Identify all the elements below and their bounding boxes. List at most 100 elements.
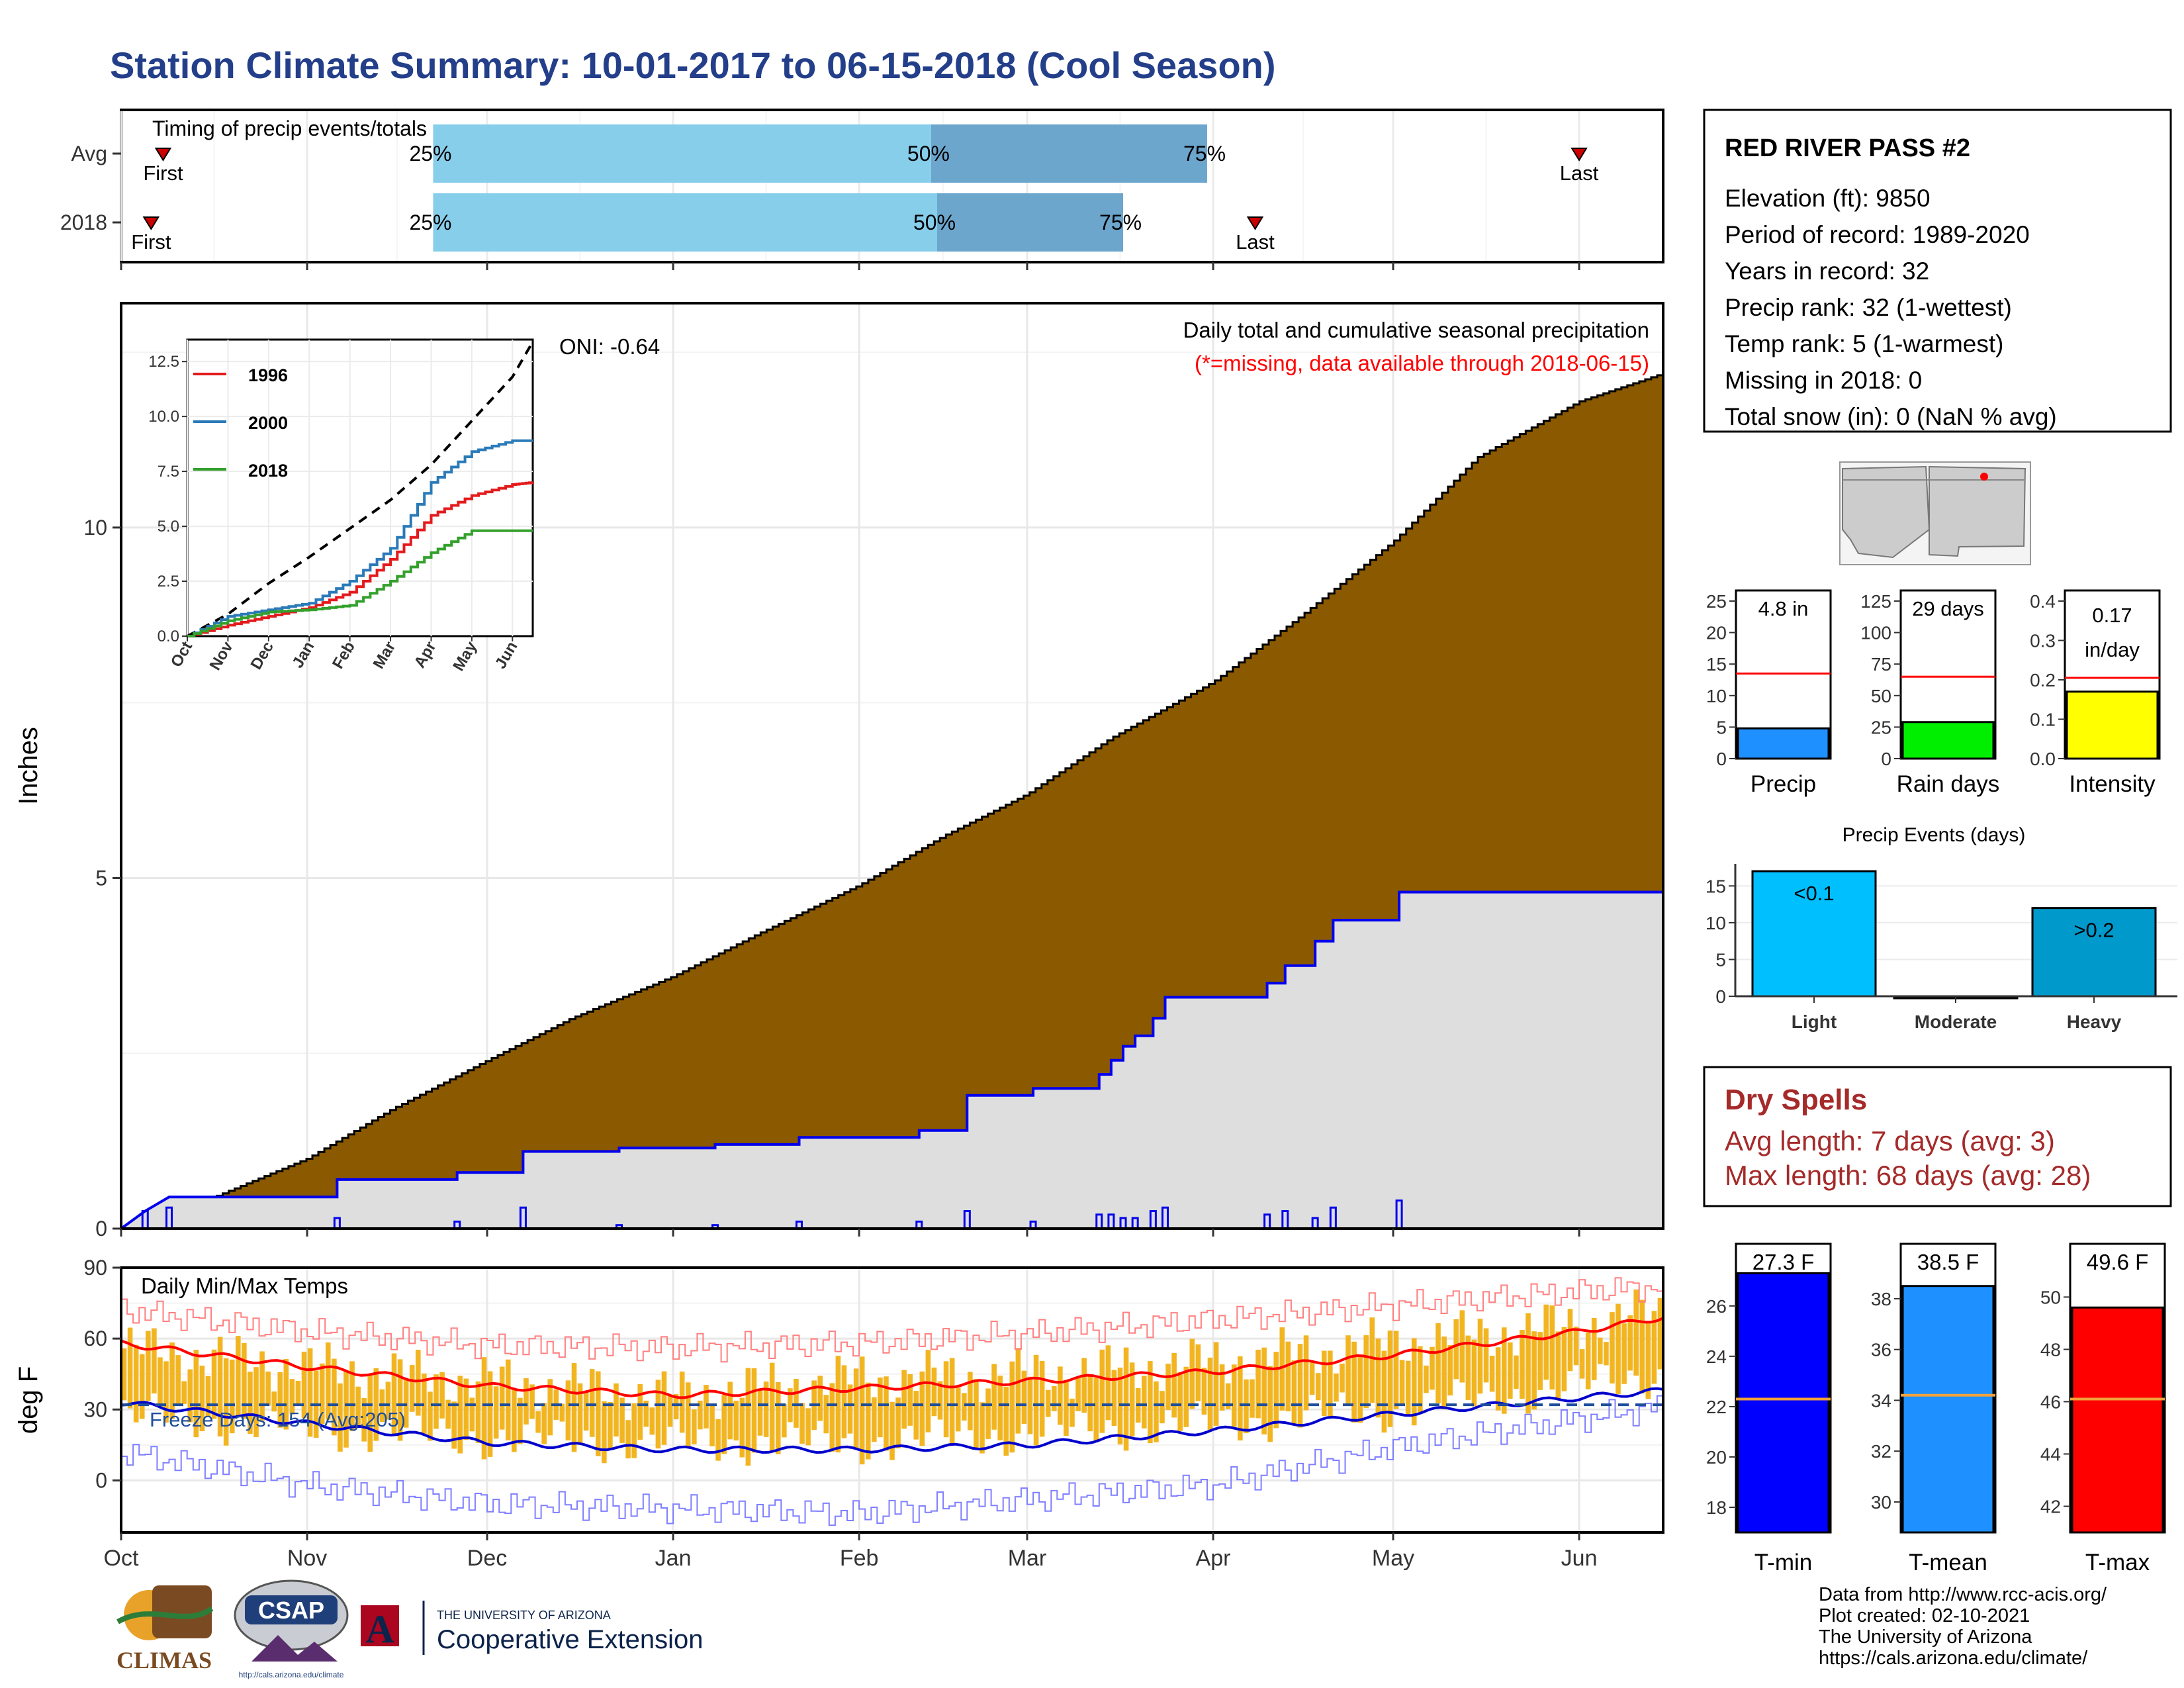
temp-daily-bar bbox=[338, 1383, 343, 1452]
temp-panel: 0 30 60 90 Oct Nov Dec Jan Feb Mar Apr May Jun Dail… bbox=[14, 1256, 1664, 1571]
temp-daily-bar bbox=[1267, 1366, 1273, 1442]
temp-daily-bar bbox=[307, 1348, 313, 1437]
temp-daily-bar bbox=[1111, 1370, 1117, 1427]
record-min-line bbox=[121, 1395, 1664, 1526]
logos: CLIMAS CSAP http://cals.arizona.edu/clim… bbox=[116, 1579, 703, 1679]
temp-daily-bar bbox=[1093, 1378, 1099, 1442]
last-event-label: Last bbox=[1236, 230, 1275, 254]
temp-daily-bar bbox=[205, 1376, 211, 1417]
temp-daily-bar bbox=[1321, 1350, 1327, 1416]
temp-daily-bar bbox=[1273, 1352, 1279, 1429]
temp-daily-bar bbox=[158, 1357, 163, 1407]
temp-daily-bar bbox=[1045, 1389, 1051, 1417]
temp-daily-bar bbox=[1357, 1356, 1363, 1423]
temp-daily-bar bbox=[199, 1365, 205, 1432]
csap-logo: CSAP http://cals.arizona.edu/climate bbox=[234, 1579, 349, 1679]
freeze-days-label: Freeze Days: 154 (Avg:205) bbox=[150, 1408, 406, 1431]
station-elevation: Elevation (ft): 9850 bbox=[1725, 185, 1931, 212]
precip-y-tick-label: 10 bbox=[83, 516, 107, 539]
events-category-label: Light bbox=[1792, 1011, 1837, 1032]
temp-daily-bar bbox=[1399, 1360, 1405, 1404]
temp-daily-bar bbox=[608, 1402, 613, 1450]
temp-daily-bar bbox=[589, 1369, 595, 1437]
inset-y-tick-label: 0.0 bbox=[158, 628, 179, 645]
inset-lines bbox=[187, 341, 534, 637]
summary-value-bar bbox=[2066, 690, 2159, 760]
temp-daily-bar bbox=[1435, 1323, 1441, 1403]
temp-daily-bar bbox=[1555, 1331, 1561, 1401]
temp-daily-bar bbox=[931, 1367, 937, 1417]
climas-wave-shape bbox=[116, 1606, 214, 1624]
temp-daily-bar bbox=[481, 1357, 487, 1460]
temp-daily-bar bbox=[1537, 1332, 1543, 1390]
temp-daily-bar bbox=[493, 1386, 499, 1439]
temp-daily-bar bbox=[1483, 1328, 1489, 1383]
temp-daily-bar bbox=[1387, 1330, 1393, 1427]
temp-daily-bar bbox=[614, 1383, 619, 1437]
temp-summary-bar bbox=[1737, 1272, 1830, 1534]
inset-legend: 1996 2000 2018 bbox=[193, 365, 288, 481]
temp-daily-bar bbox=[1459, 1310, 1465, 1383]
temp-daily-bar bbox=[794, 1379, 799, 1428]
temp-daily-bar bbox=[1520, 1330, 1525, 1399]
precip-y-axis-label: Inches bbox=[14, 727, 43, 805]
summary-y-tick-label: 75 bbox=[1871, 654, 1891, 675]
temp-daily-bar bbox=[242, 1342, 247, 1419]
temp-daily-bar bbox=[1651, 1311, 1657, 1384]
map-state-arizona bbox=[1842, 465, 1931, 559]
observed-cumulative-area bbox=[121, 892, 1663, 1229]
temp-daily-bar bbox=[319, 1363, 325, 1425]
temp-daily-bar bbox=[169, 1342, 175, 1419]
temp-daily-bar bbox=[1471, 1339, 1477, 1407]
temp-daily-bar bbox=[265, 1371, 271, 1406]
temp-summary-y-tick-label: 44 bbox=[2040, 1444, 2061, 1464]
temp-daily-bar bbox=[602, 1401, 607, 1464]
temp-daily-bar bbox=[805, 1408, 811, 1446]
temp-summary-value-label: 49.6 F bbox=[2087, 1250, 2149, 1274]
temp-summary-bar bbox=[1901, 1285, 1995, 1534]
temp-heading: Daily Min/Max Temps bbox=[141, 1274, 348, 1298]
temp-summary-y-tick-label: 38 bbox=[1871, 1289, 1891, 1309]
temp-daily-bar bbox=[1081, 1358, 1087, 1413]
timing-pct-label: 50% bbox=[913, 211, 956, 234]
temp-daily-bar bbox=[433, 1374, 439, 1429]
temp-daily-bar bbox=[415, 1350, 421, 1416]
timing-bar-upper bbox=[931, 124, 1207, 183]
temp-daily-bar bbox=[1250, 1379, 1255, 1418]
timing-heading: Timing of precip events/totals bbox=[152, 117, 427, 140]
temp-daily-bar bbox=[943, 1361, 949, 1438]
temp-daily-bar bbox=[715, 1419, 721, 1461]
credits: Data from http://www.rcc-acis.org/ Plot … bbox=[1819, 1584, 2107, 1669]
temp-daily-bar bbox=[565, 1380, 571, 1440]
temp-daily-bar bbox=[901, 1370, 907, 1429]
temp-daily-bar bbox=[541, 1403, 547, 1444]
temp-daily-bar bbox=[1225, 1383, 1231, 1409]
temp-daily-bar bbox=[211, 1349, 217, 1419]
temp-daily-bar bbox=[529, 1384, 535, 1419]
events-bar bbox=[2031, 907, 2157, 998]
page-title: Station Climate Summary: 10-01-2017 to 0… bbox=[110, 44, 1276, 86]
temp-daily-bar bbox=[217, 1336, 223, 1437]
temp-daily-bar bbox=[1405, 1360, 1411, 1417]
temp-daily-bar bbox=[1465, 1335, 1471, 1400]
temp-summary-y-tick-label: 34 bbox=[1871, 1390, 1891, 1411]
temp-daily-bar bbox=[1369, 1317, 1375, 1403]
temp-daily-bar bbox=[1645, 1323, 1651, 1399]
temp-daily-bar bbox=[1279, 1327, 1285, 1411]
temp-daily-bar bbox=[428, 1391, 433, 1441]
temp-daily-bar bbox=[301, 1351, 307, 1419]
timing-pct-label: 75% bbox=[1183, 142, 1226, 165]
temp-daily-bar bbox=[955, 1387, 961, 1432]
temp-y-tick-label: 90 bbox=[83, 1256, 107, 1280]
temp-daily-bars bbox=[121, 1289, 1663, 1466]
events-category-label: Heavy bbox=[2067, 1011, 2122, 1032]
temp-daily-bar bbox=[1027, 1376, 1033, 1434]
temp-daily-bar bbox=[1069, 1398, 1075, 1427]
precip-chart-title: Daily total and cumulative seasonal prec… bbox=[1183, 318, 1649, 342]
temp-daily-bar bbox=[451, 1401, 457, 1449]
station-info-frame bbox=[1703, 109, 2172, 433]
temp-y-axis-label: deg F bbox=[14, 1366, 43, 1434]
temp-summary-y-tick-label: 30 bbox=[1871, 1492, 1891, 1513]
temp-daily-bar bbox=[655, 1380, 661, 1449]
summary-value-label: 0.17 bbox=[2092, 604, 2132, 627]
